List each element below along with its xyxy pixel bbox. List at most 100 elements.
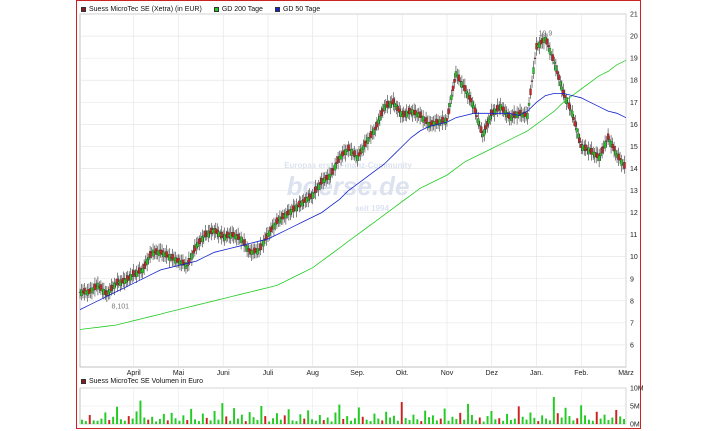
volume-bar: [190, 408, 193, 424]
volume-bar: [244, 421, 247, 424]
candle-body: [389, 101, 392, 108]
candle-body: [611, 144, 614, 148]
volume-bar: [104, 412, 107, 424]
volume-bar: [361, 416, 364, 424]
volume-bar: [443, 408, 446, 424]
candle-body: [506, 112, 510, 118]
candle-body: [533, 57, 537, 59]
volume-bar: [194, 419, 197, 424]
legend-label-price: Suess MicroTec SE (Xetra) (in EUR): [89, 5, 202, 13]
volume-bar: [287, 409, 290, 424]
series-layer: [78, 32, 627, 330]
candle-body: [187, 258, 191, 265]
volume-bar: [155, 421, 158, 424]
volume-bar: [537, 421, 540, 424]
y-tick-label: 6: [630, 342, 634, 349]
volume-bar: [369, 421, 372, 424]
candle-body: [262, 239, 265, 247]
candle-body: [272, 223, 276, 230]
volume-bar: [482, 421, 485, 424]
candle-body: [223, 233, 226, 241]
candle-body: [481, 134, 484, 137]
candle-body: [405, 110, 408, 118]
gd200-line: [79, 59, 627, 330]
volume-bar: [541, 415, 544, 424]
volume-bar: [178, 420, 181, 424]
y-tick-label: 10: [630, 254, 638, 261]
candle-body: [608, 139, 611, 142]
candle-body: [357, 152, 361, 157]
candle-body: [606, 133, 610, 141]
volume-bar: [564, 407, 567, 424]
candle-body: [380, 110, 383, 117]
volume-bar: [346, 416, 349, 424]
candle-body: [478, 125, 481, 127]
candle-body: [472, 105, 475, 109]
legend-label-gd50: GD 50 Tage: [282, 5, 321, 13]
candle-body: [201, 235, 204, 243]
y-tick-label: 7: [630, 320, 634, 327]
candle-body: [451, 85, 455, 92]
watermark-brand: boerse.de: [287, 171, 410, 201]
candle-body: [562, 89, 565, 96]
volume-bar: [439, 418, 442, 424]
volume-bar: [529, 412, 532, 424]
volume-bar: [135, 411, 138, 424]
volume-bar: [139, 400, 142, 424]
volume-bar: [385, 411, 388, 424]
volume-bar: [272, 418, 275, 424]
volume-bar: [506, 413, 509, 424]
candle-body: [396, 105, 399, 111]
volume-bar: [197, 421, 200, 424]
candle-body: [450, 94, 453, 100]
candle-body: [463, 85, 467, 92]
candle-body: [372, 128, 376, 135]
legend-item-gd50: GD 50 Tage: [274, 5, 321, 13]
volume-bar: [182, 415, 185, 424]
volume-bar: [147, 419, 150, 424]
candle-body: [578, 137, 581, 143]
candle-body: [584, 144, 587, 152]
volume-bar: [229, 420, 232, 424]
x-tick-label: Nov: [441, 370, 454, 377]
candle-body: [448, 102, 452, 107]
candle-body: [242, 239, 246, 246]
volume-bar: [240, 414, 243, 424]
x-tick-label: Mai: [173, 370, 185, 377]
volume-bar: [498, 418, 501, 424]
volume-bar: [474, 420, 477, 424]
volume-bar: [275, 413, 278, 424]
volume-bar: [143, 417, 146, 424]
candle-body: [362, 145, 365, 150]
candle-body: [623, 162, 626, 169]
candle-body: [620, 159, 623, 166]
volume-bar: [607, 420, 610, 424]
candle-body: [477, 118, 480, 126]
volume-legend-label: Suess MicroTec SE Volumen in Euro: [89, 378, 203, 385]
candle-body: [314, 186, 317, 194]
candle-body: [483, 129, 486, 136]
volume-bar: [587, 419, 590, 424]
candle-body: [383, 104, 386, 111]
candle-body: [190, 253, 194, 260]
candle-body: [460, 81, 464, 88]
volume-bar: [392, 415, 395, 424]
candle-body: [603, 141, 607, 149]
volume-bar: [291, 420, 294, 424]
volume-tick-label: 5M: [630, 404, 640, 411]
candle-body: [489, 115, 492, 120]
candle-body: [438, 119, 441, 126]
volume-bar: [591, 420, 594, 424]
volume-bar: [548, 420, 551, 424]
x-tick-label: Okt.: [396, 370, 409, 377]
volume-bar: [314, 420, 317, 424]
y-tick-label: 19: [630, 56, 638, 63]
candle-body: [333, 163, 337, 171]
candle-body: [441, 116, 444, 124]
candle-body: [186, 265, 189, 267]
watermark-line1: Europas erste Finanz-Community: [284, 161, 412, 170]
y-tick-label: 9: [630, 276, 634, 283]
volume-bar: [451, 416, 454, 424]
candle-body: [599, 152, 602, 157]
candle-body: [196, 241, 200, 247]
